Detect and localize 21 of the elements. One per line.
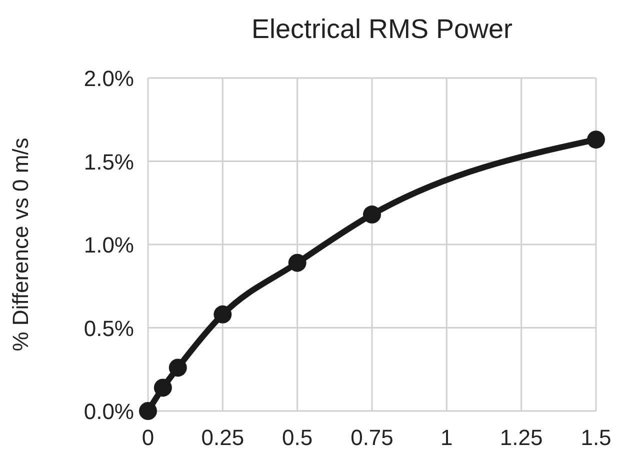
y-axis-title: % Difference vs 0 m/s bbox=[8, 138, 33, 352]
x-tick-label: 0.75 bbox=[350, 425, 394, 450]
y-tick-label: 2.0% bbox=[84, 66, 134, 91]
x-tick-label: 0.25 bbox=[201, 425, 244, 450]
point bbox=[363, 206, 381, 224]
point bbox=[587, 130, 605, 149]
point bbox=[154, 378, 172, 397]
chart-title: Electrical RMS Power bbox=[251, 14, 513, 44]
x-tick-label: 1.5 bbox=[580, 425, 612, 450]
point bbox=[214, 305, 232, 324]
x-tick-label: 0 bbox=[142, 425, 154, 450]
y-tick-label: 0.5% bbox=[84, 316, 134, 341]
point bbox=[288, 254, 306, 272]
point bbox=[139, 402, 157, 420]
y-tick-label: 1.5% bbox=[84, 149, 134, 174]
x-tick-label: 1.25 bbox=[500, 425, 543, 450]
y-tick-label: 0.0% bbox=[84, 399, 134, 424]
point bbox=[168, 358, 187, 377]
y-tick-label: 1.0% bbox=[84, 232, 134, 258]
x-tick-label: 1 bbox=[440, 425, 453, 450]
x-tick-label: 0.5 bbox=[282, 425, 313, 450]
